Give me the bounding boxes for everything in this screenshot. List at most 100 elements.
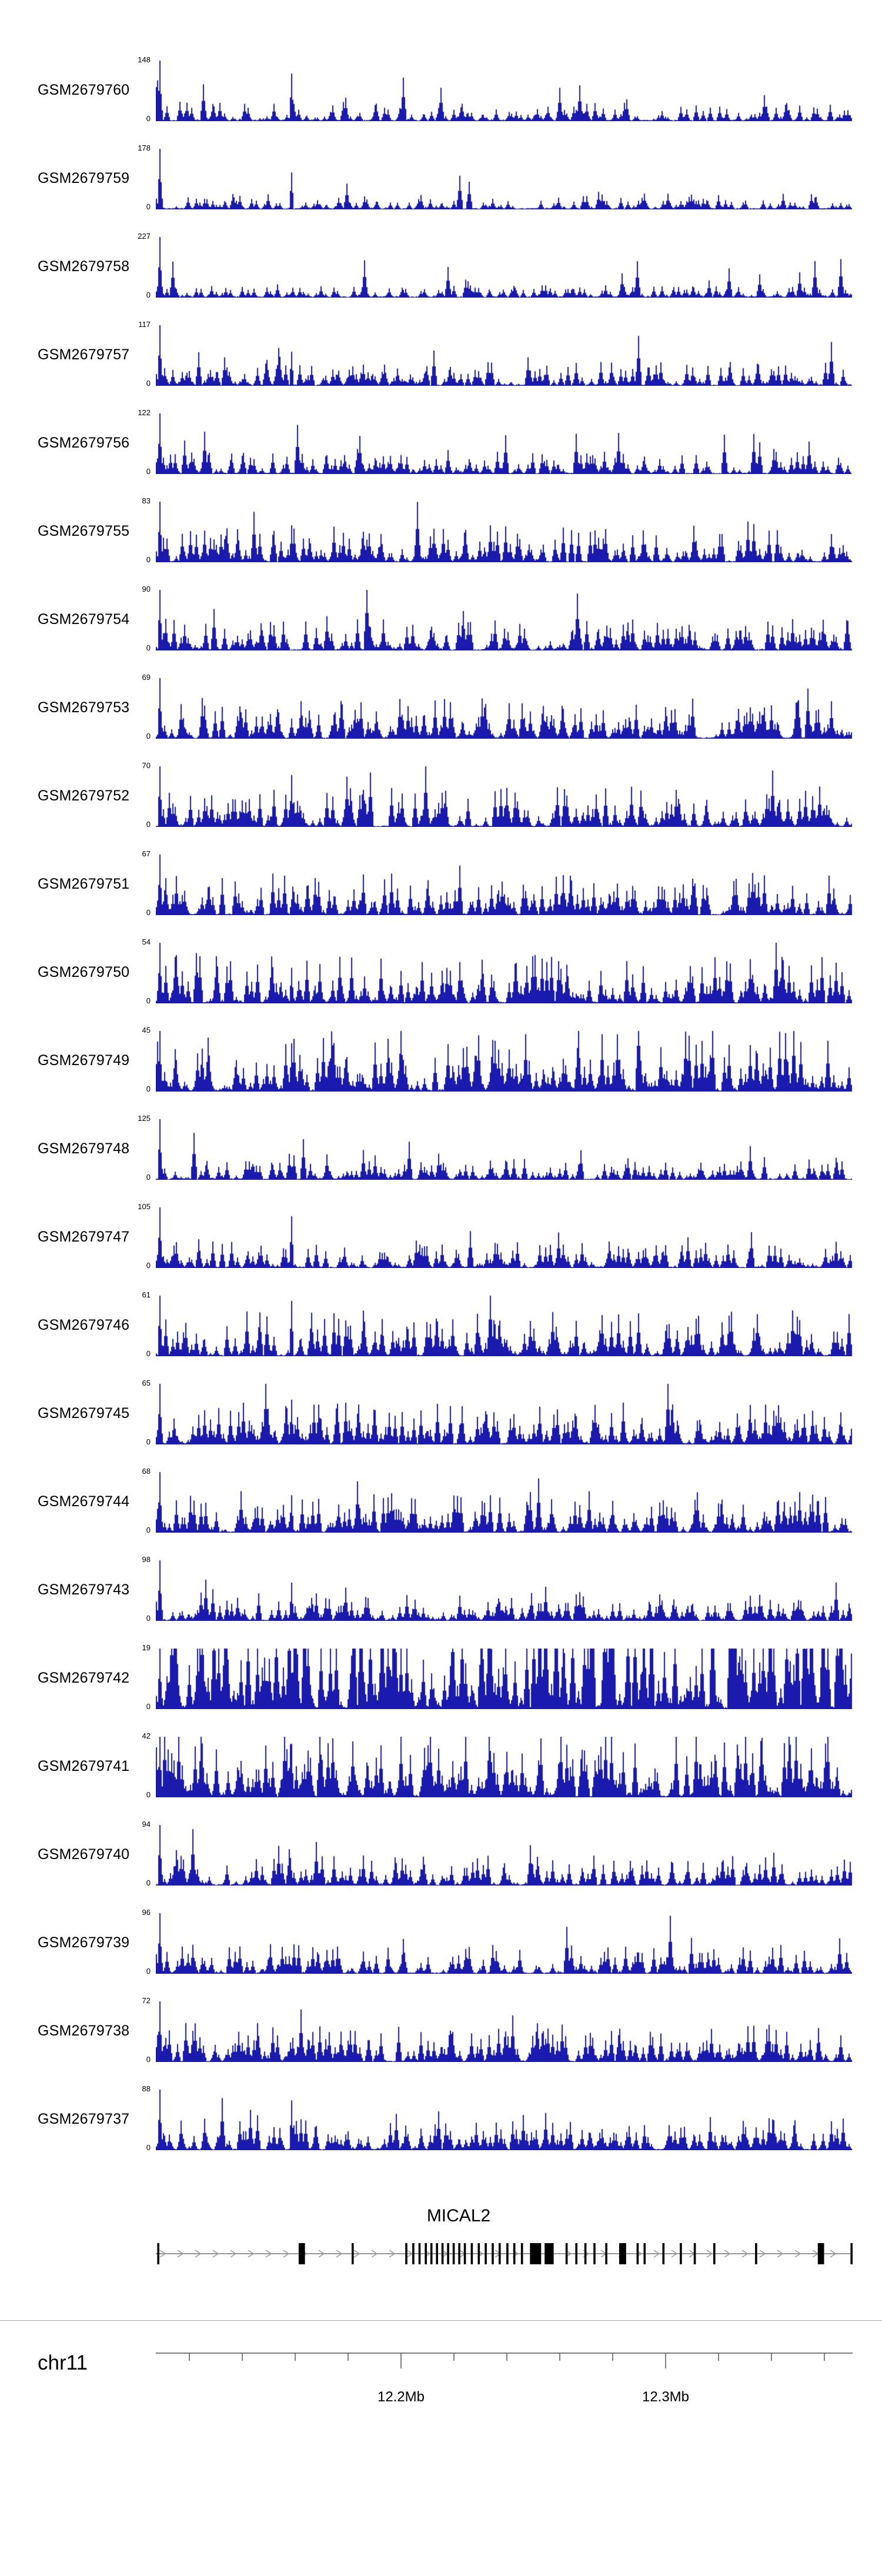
gene-annotation-track: MICAL2 <box>0 2185 882 2285</box>
signal-track: GSM2679749 45 0 <box>0 1026 882 1115</box>
y-axis-zero: 0 <box>146 643 151 652</box>
y-axis-zero: 0 <box>146 1085 151 1093</box>
signal-area <box>156 236 853 298</box>
track-label: GSM2679737 <box>38 2111 130 2127</box>
y-axis-zero: 0 <box>146 908 151 917</box>
track-label: GSM2679743 <box>38 1581 130 1598</box>
track-label: GSM2679758 <box>38 258 130 275</box>
y-axis-zero: 0 <box>146 1526 151 1534</box>
signal-track: GSM2679754 90 0 <box>0 585 882 673</box>
track-plot-area <box>156 412 853 474</box>
track-plot-area <box>156 1471 853 1533</box>
signal-area <box>156 148 853 209</box>
signal-area <box>156 2088 853 2150</box>
track-plot-area <box>156 677 853 739</box>
signal-track: GSM2679757 117 0 <box>0 320 882 409</box>
y-axis-max: 94 <box>142 1820 151 1828</box>
track-label: GSM2679741 <box>38 1758 130 1774</box>
y-axis-max: 227 <box>138 232 151 241</box>
y-axis-zero: 0 <box>146 1173 151 1182</box>
y-axis-zero: 0 <box>146 820 151 829</box>
y-axis-zero: 0 <box>146 1349 151 1358</box>
signal-area <box>156 1118 853 1180</box>
y-axis-zero: 0 <box>146 1790 151 1799</box>
axis-tick-label: 12.2Mb <box>377 2389 425 2405</box>
y-axis-max: 54 <box>142 937 151 946</box>
track-label: GSM2679754 <box>38 611 130 628</box>
y-axis-max: 61 <box>142 1290 151 1299</box>
y-axis-max: 122 <box>138 408 151 417</box>
track-label: GSM2679750 <box>38 964 130 980</box>
track-label: GSM2679740 <box>38 1846 130 1863</box>
signal-track: GSM2679751 67 0 <box>0 849 882 938</box>
y-axis-max: 125 <box>138 1114 151 1123</box>
signal-area <box>156 1912 853 1974</box>
signal-area <box>156 1294 853 1356</box>
chromosome-label: chr11 <box>38 2351 88 2374</box>
y-axis-zero: 0 <box>146 1614 151 1623</box>
track-plot-area <box>156 324 853 386</box>
track-label: GSM2679744 <box>38 1493 130 1510</box>
signal-track: GSM2679738 72 0 <box>0 1996 882 2085</box>
y-axis-max: 117 <box>138 320 151 329</box>
y-axis-max: 70 <box>142 761 151 770</box>
track-plot-area <box>156 148 853 209</box>
y-axis-zero: 0 <box>146 467 151 476</box>
y-axis-max: 148 <box>138 55 151 64</box>
y-axis-zero: 0 <box>146 732 151 740</box>
y-axis-max: 72 <box>142 1996 151 2005</box>
y-axis-max: 98 <box>142 1555 151 1564</box>
y-axis-zero: 0 <box>146 114 151 123</box>
signal-track: GSM2679755 83 0 <box>0 496 882 585</box>
track-label: GSM2679753 <box>38 699 130 716</box>
signal-area <box>156 1383 853 1444</box>
coordinate-ruler <box>156 2353 853 2368</box>
y-axis-max: 42 <box>142 1731 151 1740</box>
track-label: GSM2679759 <box>38 170 130 186</box>
track-label: GSM2679742 <box>38 1670 130 1686</box>
signal-track: GSM2679743 98 0 <box>0 1555 882 1644</box>
track-plot-area <box>156 1118 853 1180</box>
track-label: GSM2679760 <box>38 82 130 98</box>
y-axis-zero: 0 <box>146 1702 151 1711</box>
signal-track: GSM2679760 148 0 <box>0 55 882 144</box>
signal-area <box>156 1471 853 1533</box>
track-plot-area <box>156 853 853 915</box>
signal-track: GSM2679744 68 0 <box>0 1467 882 1556</box>
track-label: GSM2679748 <box>38 1140 130 1157</box>
signal-area <box>156 1030 853 1092</box>
signal-area <box>156 1647 853 1709</box>
track-plot-area <box>156 589 853 650</box>
y-axis-zero: 0 <box>146 291 151 299</box>
y-axis-zero: 0 <box>146 1878 151 1887</box>
y-axis-zero: 0 <box>146 202 151 211</box>
track-label: GSM2679739 <box>38 1934 130 1951</box>
signal-track: GSM2679747 105 0 <box>0 1202 882 1291</box>
y-axis-max: 90 <box>142 585 151 593</box>
signal-track: GSM2679737 88 0 <box>0 2084 882 2173</box>
signal-track-panel: GSM2679760 148 0 GSM2679759 178 0 GSM267… <box>0 55 882 2173</box>
track-plot-area <box>156 1206 853 1268</box>
y-axis-max: 67 <box>142 849 151 858</box>
gene-name-label: MICAL2 <box>426 2206 491 2225</box>
track-label: GSM2679745 <box>38 1405 130 1422</box>
signal-track: GSM2679739 96 0 <box>0 1908 882 1997</box>
y-axis-zero: 0 <box>146 1437 151 1446</box>
track-plot-area <box>156 942 853 1003</box>
signal-track: GSM2679746 61 0 <box>0 1290 882 1379</box>
signal-track: GSM2679748 125 0 <box>0 1114 882 1203</box>
signal-area <box>156 942 853 1003</box>
track-label: GSM2679746 <box>38 1317 130 1333</box>
y-axis-max: 65 <box>142 1379 151 1387</box>
y-axis-zero: 0 <box>146 2055 151 2064</box>
y-axis-max: 178 <box>138 144 151 152</box>
track-label: GSM2679755 <box>38 523 130 539</box>
axis-tick-label: 12.3Mb <box>642 2389 690 2405</box>
y-axis-zero: 0 <box>146 379 151 388</box>
signal-area <box>156 589 853 650</box>
track-plot-area <box>156 1559 853 1621</box>
track-label: GSM2679752 <box>38 788 130 804</box>
track-plot-area <box>156 500 853 562</box>
track-plot-area <box>156 1912 853 1974</box>
y-axis-zero: 0 <box>146 1261 151 1270</box>
